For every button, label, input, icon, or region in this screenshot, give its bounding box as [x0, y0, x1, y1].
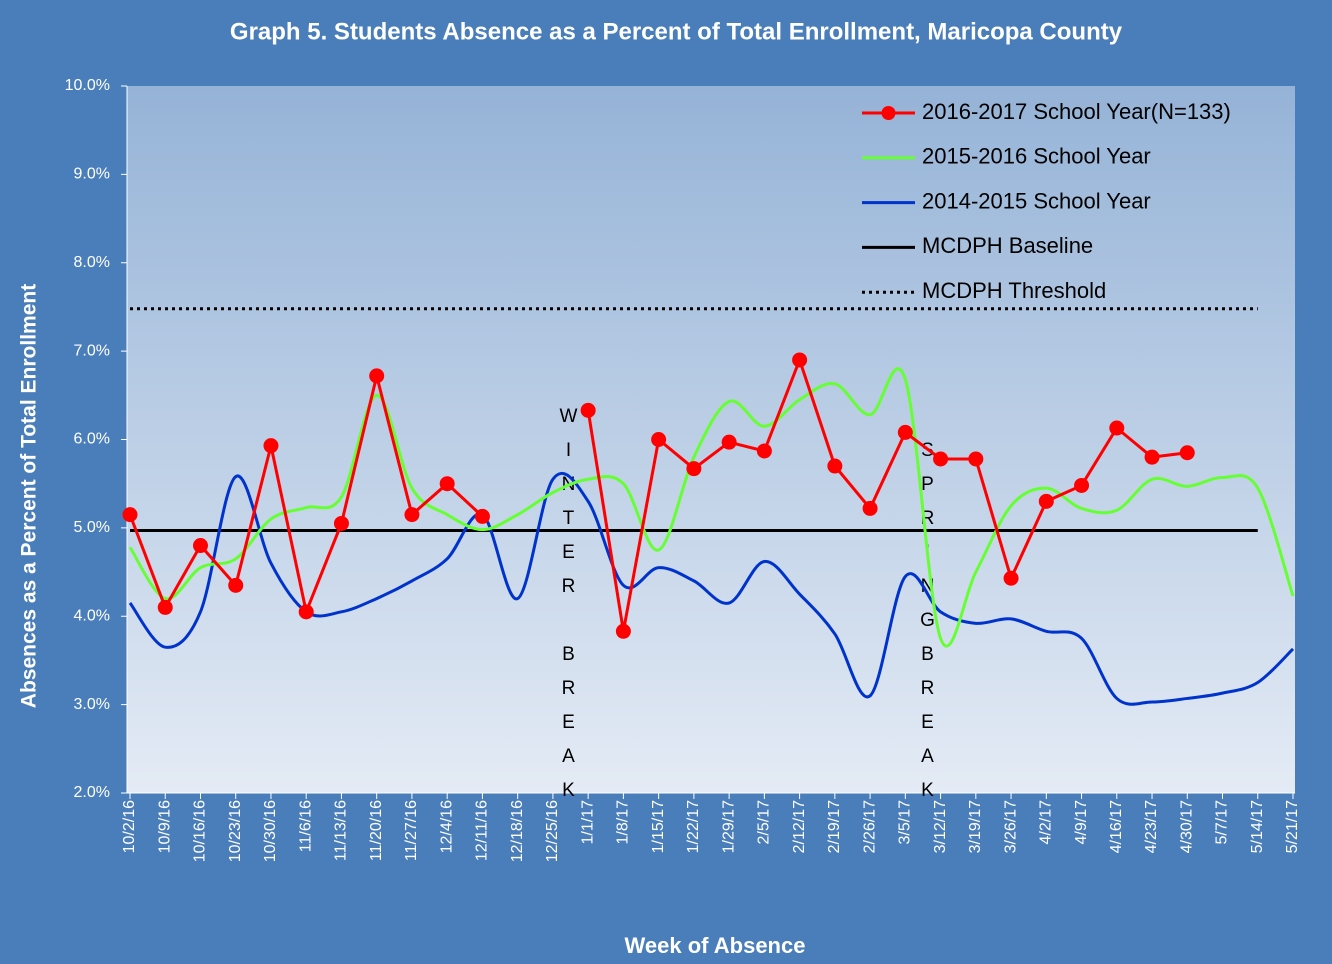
x-tick-label: 1/29/17 [720, 800, 737, 853]
x-tick-label: 2/19/17 [826, 800, 843, 853]
marker [474, 508, 490, 524]
x-tick-label: 4/30/17 [1178, 800, 1195, 853]
legend-marker [881, 106, 896, 120]
y-tick-label: 2.0% [74, 784, 110, 801]
x-tick-label: 2/5/17 [756, 800, 773, 845]
x-tick-label: 1/1/17 [579, 800, 596, 845]
y-tick-label: 7.0% [74, 342, 110, 359]
marker [333, 515, 349, 531]
x-tick-label: 3/26/17 [1002, 800, 1019, 853]
marker [228, 577, 244, 593]
marker [933, 451, 949, 467]
marker [615, 623, 631, 639]
marker [862, 500, 878, 516]
y-axis-title: Absences as a Percent of Total Enrollmen… [18, 284, 41, 708]
y-tick-label: 5.0% [74, 519, 110, 536]
marker [369, 368, 385, 384]
marker [298, 604, 314, 620]
x-tick-label: 11/6/16 [297, 800, 314, 852]
marker [897, 424, 913, 440]
x-tick-label: 4/23/17 [1143, 800, 1160, 853]
x-tick-label: 3/19/17 [967, 800, 984, 853]
series-line [586, 358, 1188, 633]
x-tick-label: 10/9/16 [156, 800, 173, 853]
marker [1003, 570, 1019, 586]
legend-label: MCDPH Baseline [922, 233, 1093, 258]
x-tick-label: 4/2/17 [1038, 800, 1055, 845]
y-tick-label: 9.0% [74, 166, 110, 183]
y-tick-label: 8.0% [74, 254, 110, 271]
legend-label: MCDPH Threshold [922, 278, 1106, 303]
marker [686, 461, 702, 477]
marker [1144, 449, 1160, 465]
legend-label: 2014-2015 School Year [922, 188, 1151, 213]
y-tick-label: 6.0% [74, 431, 110, 448]
x-tick-label: 1/22/17 [685, 800, 702, 853]
x-tick-label: 10/2/16 [121, 800, 138, 853]
x-tick-label: 2/26/17 [861, 800, 878, 853]
legend-label: 2016-2017 School Year(N=133) [922, 99, 1231, 124]
marker [1109, 420, 1125, 436]
x-tick-label: 4/9/17 [1073, 800, 1090, 845]
plot-area [127, 86, 1295, 793]
marker [404, 507, 420, 523]
x-tick-label: 3/12/17 [932, 800, 949, 853]
x-tick-label: 5/7/17 [1214, 800, 1231, 845]
x-tick-label: 12/25/16 [544, 800, 561, 862]
marker [968, 451, 984, 467]
x-tick-label: 11/27/16 [403, 800, 420, 861]
x-tick-label: 11/20/16 [368, 800, 385, 861]
chart-title: Graph 5. Students Absence as a Percent o… [230, 18, 1123, 45]
x-tick-label: 2/12/17 [791, 800, 808, 853]
series-line [128, 367, 1295, 648]
marker [792, 352, 808, 368]
x-tick-label: 10/16/16 [192, 800, 209, 862]
marker [827, 458, 843, 474]
x-tick-label: 11/13/16 [333, 800, 350, 861]
marker [122, 507, 138, 523]
marker [192, 538, 208, 554]
y-tick-label: 10.0% [65, 77, 110, 94]
x-tick-label: 12/18/16 [509, 800, 526, 862]
x-tick-label: 5/14/17 [1249, 800, 1266, 853]
marker [439, 476, 455, 492]
marker [580, 402, 596, 418]
marker [1038, 493, 1054, 509]
marker [157, 599, 173, 615]
legend-label: 2015-2016 School Year [922, 144, 1151, 169]
y-tick-label: 4.0% [74, 607, 110, 624]
x-tick-label: 3/5/17 [897, 800, 914, 845]
x-axis-title: Week of Absence [625, 933, 806, 958]
x-tick-label: 1/15/17 [650, 800, 667, 853]
x-tick-label: 10/30/16 [262, 800, 279, 862]
x-tick-label: 1/8/17 [615, 800, 632, 845]
marker [721, 434, 737, 450]
marker [1074, 477, 1090, 493]
annotation: WINTER BREAK [558, 406, 579, 814]
y-tick-label: 3.0% [74, 696, 110, 713]
annotation: SPRINGBREAK [917, 440, 938, 814]
marker [1179, 445, 1195, 461]
x-tick-label: 12/4/16 [438, 800, 455, 853]
marker [263, 438, 279, 454]
x-tick-label: 12/11/16 [474, 800, 491, 861]
marker [651, 432, 667, 447]
x-tick-label: 10/23/16 [227, 800, 244, 862]
x-tick-label: 4/16/17 [1108, 800, 1125, 853]
x-tick-label: 5/21/17 [1284, 800, 1301, 853]
marker [756, 443, 772, 459]
